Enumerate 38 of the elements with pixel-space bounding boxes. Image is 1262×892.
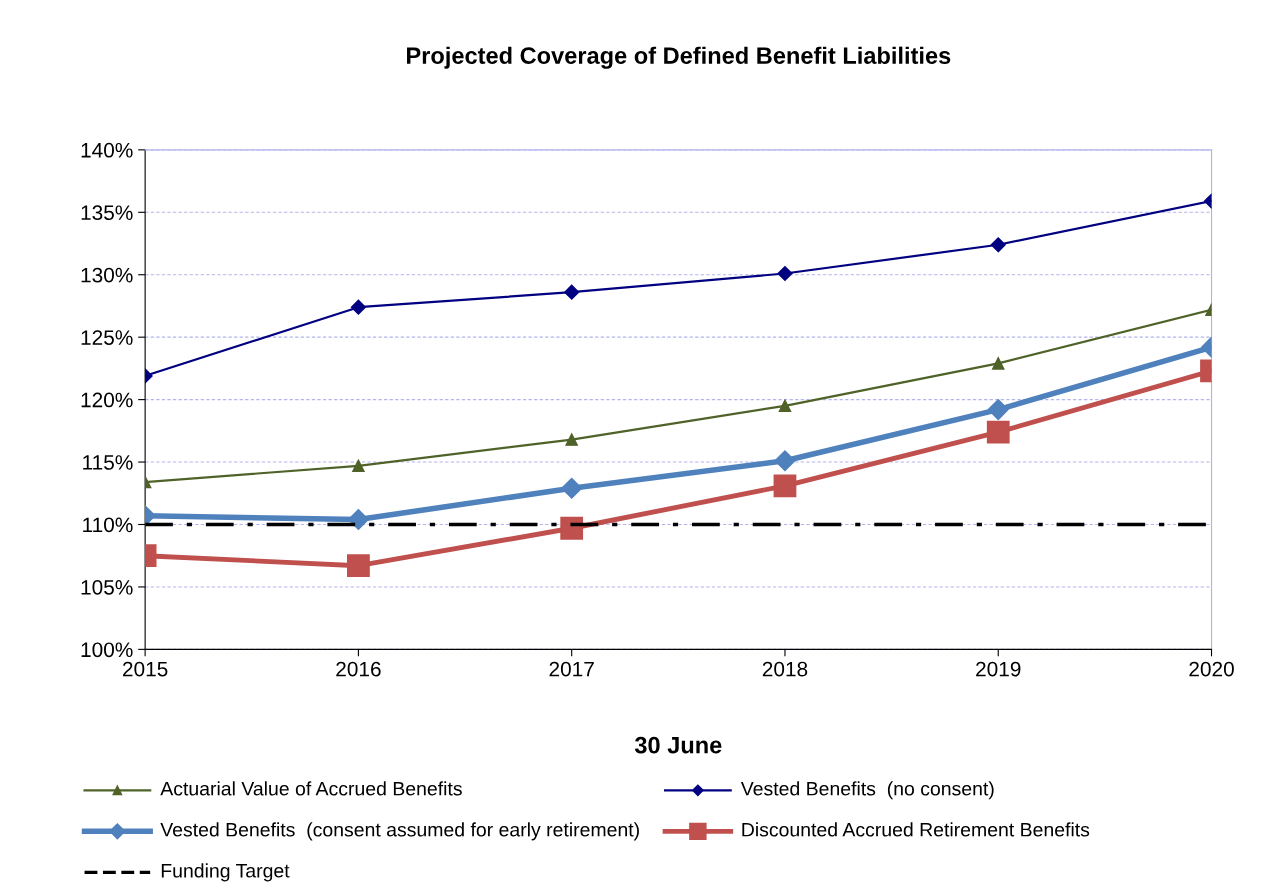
x-tick-label: 2016: [336, 661, 381, 677]
point: [347, 508, 369, 531]
point: [352, 459, 365, 473]
point: [773, 474, 797, 498]
point: [564, 284, 580, 300]
legend-label: Actuarial Value of Accrued Benefits: [160, 781, 462, 796]
point: [565, 433, 578, 446]
point: [560, 516, 584, 540]
point: [347, 554, 370, 578]
point: [990, 237, 1006, 253]
point: [561, 477, 583, 499]
y-tick-label: 100%: [81, 642, 133, 658]
x-axis-title: 30 June: [634, 736, 722, 754]
x-tick-label: 2015: [123, 661, 168, 677]
y-tick-label: 140%: [81, 142, 133, 158]
y-tick-label: 105%: [81, 579, 133, 595]
legend-label: Funding Target: [161, 863, 290, 882]
point: [350, 299, 366, 315]
point: [991, 357, 1005, 370]
y-tick-label: 130%: [81, 267, 133, 283]
point: [774, 450, 796, 472]
legend-label: Discounted Accrued Retirement Benefits: [742, 822, 1090, 837]
y-tick-label: 115%: [83, 455, 133, 470]
point: [778, 399, 792, 413]
x-tick-label: 2019: [976, 661, 1021, 677]
y-tick-label: 125%: [81, 330, 133, 345]
point: [777, 265, 793, 282]
x-tick-label: 2018: [762, 661, 808, 677]
legend-label: Vested Benefits (consent assumed for early retirement): [160, 822, 639, 841]
y-tick-label: 110%: [83, 517, 133, 533]
y-tick-label: 120%: [81, 392, 133, 408]
x-tick-label: 2020: [1189, 661, 1234, 677]
legend-label: Vested Benefits (no consent): [740, 781, 994, 800]
point: [986, 420, 1010, 444]
point: [987, 399, 1009, 421]
chart-title: Projected Coverage of Defined Benefit Liabilities: [407, 46, 951, 69]
x-tick-label: 2017: [549, 661, 594, 677]
y-tick-label: 135%: [81, 205, 133, 221]
